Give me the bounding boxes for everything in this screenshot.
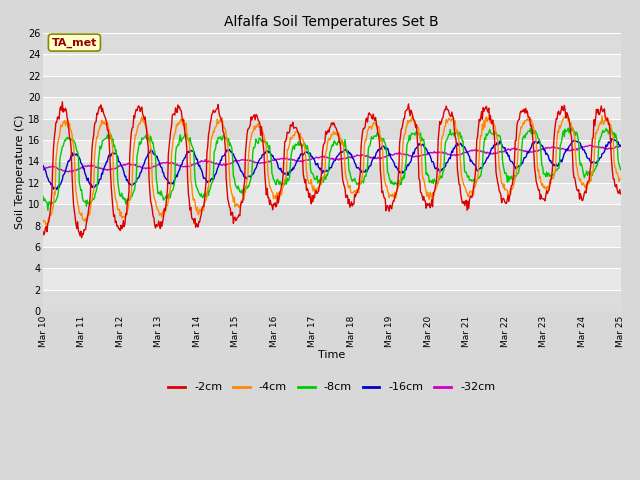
Bar xyxy=(43,97,621,119)
Bar xyxy=(43,204,621,226)
Bar xyxy=(43,268,621,290)
Bar xyxy=(43,161,621,183)
Bar xyxy=(43,247,621,268)
Legend: -2cm, -4cm, -8cm, -16cm, -32cm: -2cm, -4cm, -8cm, -16cm, -32cm xyxy=(164,378,500,397)
Bar xyxy=(43,183,621,204)
Bar xyxy=(43,54,621,76)
Bar xyxy=(43,76,621,97)
Bar xyxy=(43,33,621,54)
Bar xyxy=(43,226,621,247)
X-axis label: Time: Time xyxy=(318,350,346,360)
Y-axis label: Soil Temperature (C): Soil Temperature (C) xyxy=(15,115,25,229)
Bar xyxy=(43,290,621,311)
Bar xyxy=(43,140,621,161)
Title: Alfalfa Soil Temperatures Set B: Alfalfa Soil Temperatures Set B xyxy=(225,15,439,29)
Text: TA_met: TA_met xyxy=(52,37,97,48)
Bar xyxy=(43,119,621,140)
